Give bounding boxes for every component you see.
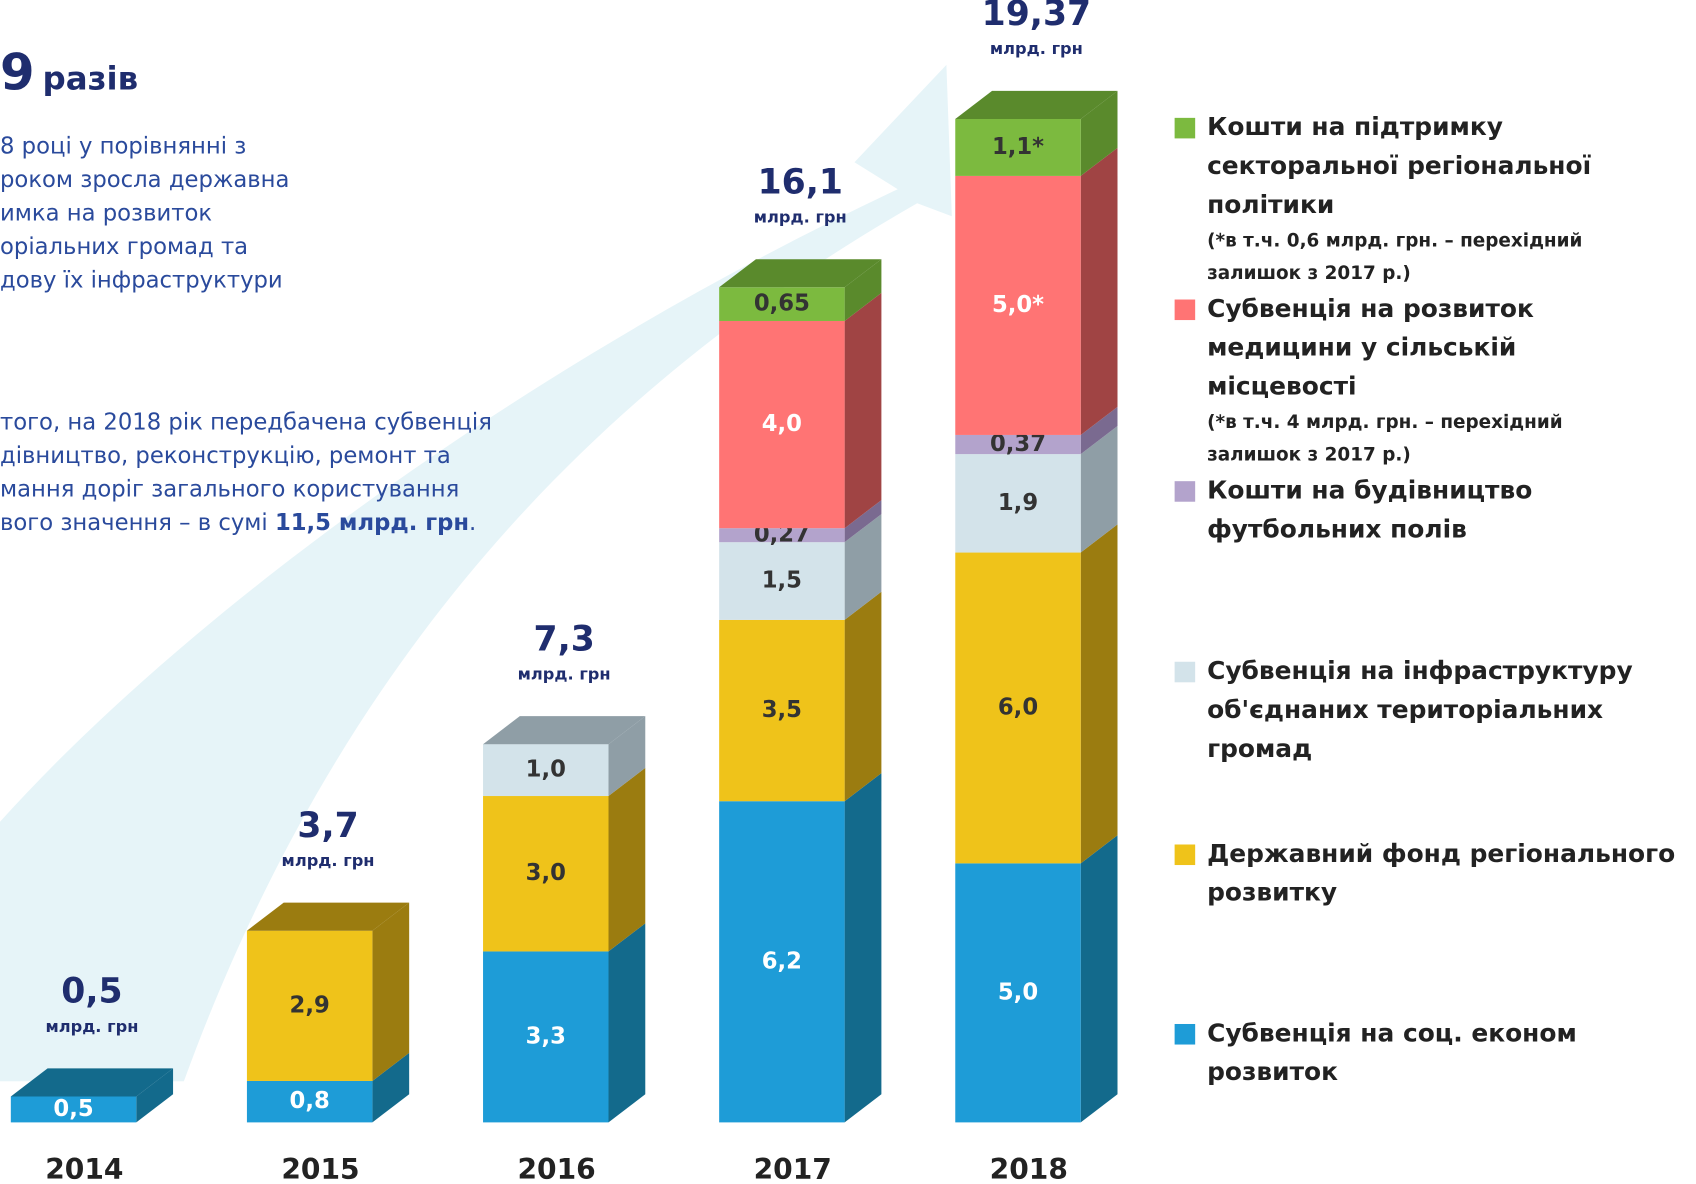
note-text: вого значення – в сумі	[0, 509, 275, 535]
legend-swatch	[1175, 481, 1196, 502]
bar-side	[845, 592, 882, 801]
total-unit: млрд. грн	[518, 665, 611, 684]
intro-line: имка на розвиток	[0, 197, 289, 231]
value-label: 1,5	[762, 568, 802, 594]
legend-swatch	[1175, 662, 1196, 683]
value-label: 4,0	[762, 411, 802, 437]
value-label: 6,0	[998, 694, 1038, 720]
legend-label: Кошти на підтримку секторальної регіонал…	[1207, 108, 1640, 225]
bar-side	[609, 768, 646, 952]
note-line: того, на 2018 рік передбачена субвенція	[0, 405, 492, 439]
legend-swatch	[1175, 1024, 1196, 1045]
value-label: 5,0*	[992, 292, 1044, 318]
total-label: 3,7	[297, 806, 358, 846]
legend-item: Кошти на підтримку секторальної регіонал…	[1175, 108, 1694, 290]
legend-label: Державний фонд регіонального розвитку	[1207, 835, 1696, 913]
intro-line: оріальних громад та	[0, 230, 289, 264]
legend-swatch	[1175, 118, 1196, 139]
x-tick-label: 2016	[517, 1153, 595, 1184]
note-end: .	[469, 509, 476, 535]
value-label: 2,9	[290, 992, 330, 1018]
x-tick-label: 2017	[754, 1153, 832, 1184]
bar-side	[1081, 524, 1118, 863]
x-tick-label: 2014	[45, 1153, 123, 1184]
legend-label: Субвенція на розвиток медицини у сільськ…	[1207, 290, 1640, 407]
legend-label: Субвенція на соц. економ розвиток	[1207, 1014, 1640, 1092]
legend-item: Субвенція на розвиток медицини у сільськ…	[1175, 290, 1694, 472]
legend-item: Кошти на будівництво футбольних полів	[1175, 471, 1694, 549]
legend-swatch	[1175, 300, 1196, 321]
bar-side	[1081, 148, 1118, 435]
value-label: 0,8	[290, 1088, 330, 1114]
x-tick-label: 2018	[990, 1153, 1068, 1184]
slide: 2014 0,5 0,5 млрд. грн 2015 0,8 2,9 3,7 млрд. гр…	[0, 0, 1696, 1184]
value-label: 0,65	[754, 291, 810, 317]
total-label: 0,5	[61, 972, 122, 1012]
bar-side	[1081, 835, 1118, 1122]
total-unit: млрд. грн	[990, 39, 1083, 58]
note-line: дівництво, реконструкцію, ремонт та	[0, 439, 492, 473]
headline: 9 разів	[0, 56, 138, 99]
value-label: 6,2	[762, 948, 802, 974]
value-label: 3,3	[526, 1023, 566, 1049]
total-unit: млрд. грн	[282, 851, 375, 870]
bar-side	[372, 903, 409, 1081]
total-unit: млрд. грн	[45, 1017, 138, 1036]
value-label: 3,0	[526, 860, 566, 886]
legend-note: (*в т.ч. 4 млрд. грн. – перехідний залиш…	[1207, 407, 1640, 472]
bar-side	[609, 923, 646, 1122]
legend-item: Державний фонд регіонального розвитку	[1175, 835, 1694, 913]
intro-line: роком зросла державна	[0, 163, 289, 197]
intro: 8 році у порівнянні зроком зросла держав…	[0, 130, 289, 298]
note-line: вого значення – в сумі 11,5 млрд. грн.	[0, 506, 492, 540]
total-label: 16,1	[758, 163, 843, 203]
legend-label: Кошти на будівництво футбольних полів	[1207, 471, 1640, 549]
x-tick-label: 2015	[281, 1153, 359, 1184]
legend-item: Субвенція на соц. економ розвиток	[1175, 1014, 1694, 1092]
total-unit: млрд. грн	[754, 208, 847, 227]
note-bold: 11,5 млрд. грн	[275, 509, 469, 535]
total-label: 19,37	[982, 0, 1091, 34]
intro-line: дову їх інфраструктури	[0, 264, 289, 298]
intro-line: 8 році у порівнянні з	[0, 130, 289, 164]
legend-item: Субвенція на інфраструктуру об'єднаних т…	[1175, 652, 1694, 769]
value-label: 0,5	[53, 1096, 93, 1122]
headline-number: 9	[0, 43, 35, 101]
value-label: 1,1*	[992, 134, 1044, 160]
bar-side	[845, 293, 882, 528]
value-label: 1,0	[526, 757, 566, 783]
legend-note: (*в т.ч. 0,6 млрд. грн. – перехідний зал…	[1207, 225, 1640, 290]
legend-label: Субвенція на інфраструктуру об'єднаних т…	[1207, 652, 1640, 769]
value-label: 1,9	[998, 490, 1038, 516]
bar-side	[845, 773, 882, 1122]
value-label: 5,0	[998, 979, 1038, 1005]
value-label: 3,5	[762, 697, 802, 723]
total-label: 7,3	[534, 619, 595, 659]
note-line: мання доріг загального користування	[0, 473, 492, 507]
legend-swatch	[1175, 844, 1196, 865]
headline-word: разів	[43, 61, 139, 99]
